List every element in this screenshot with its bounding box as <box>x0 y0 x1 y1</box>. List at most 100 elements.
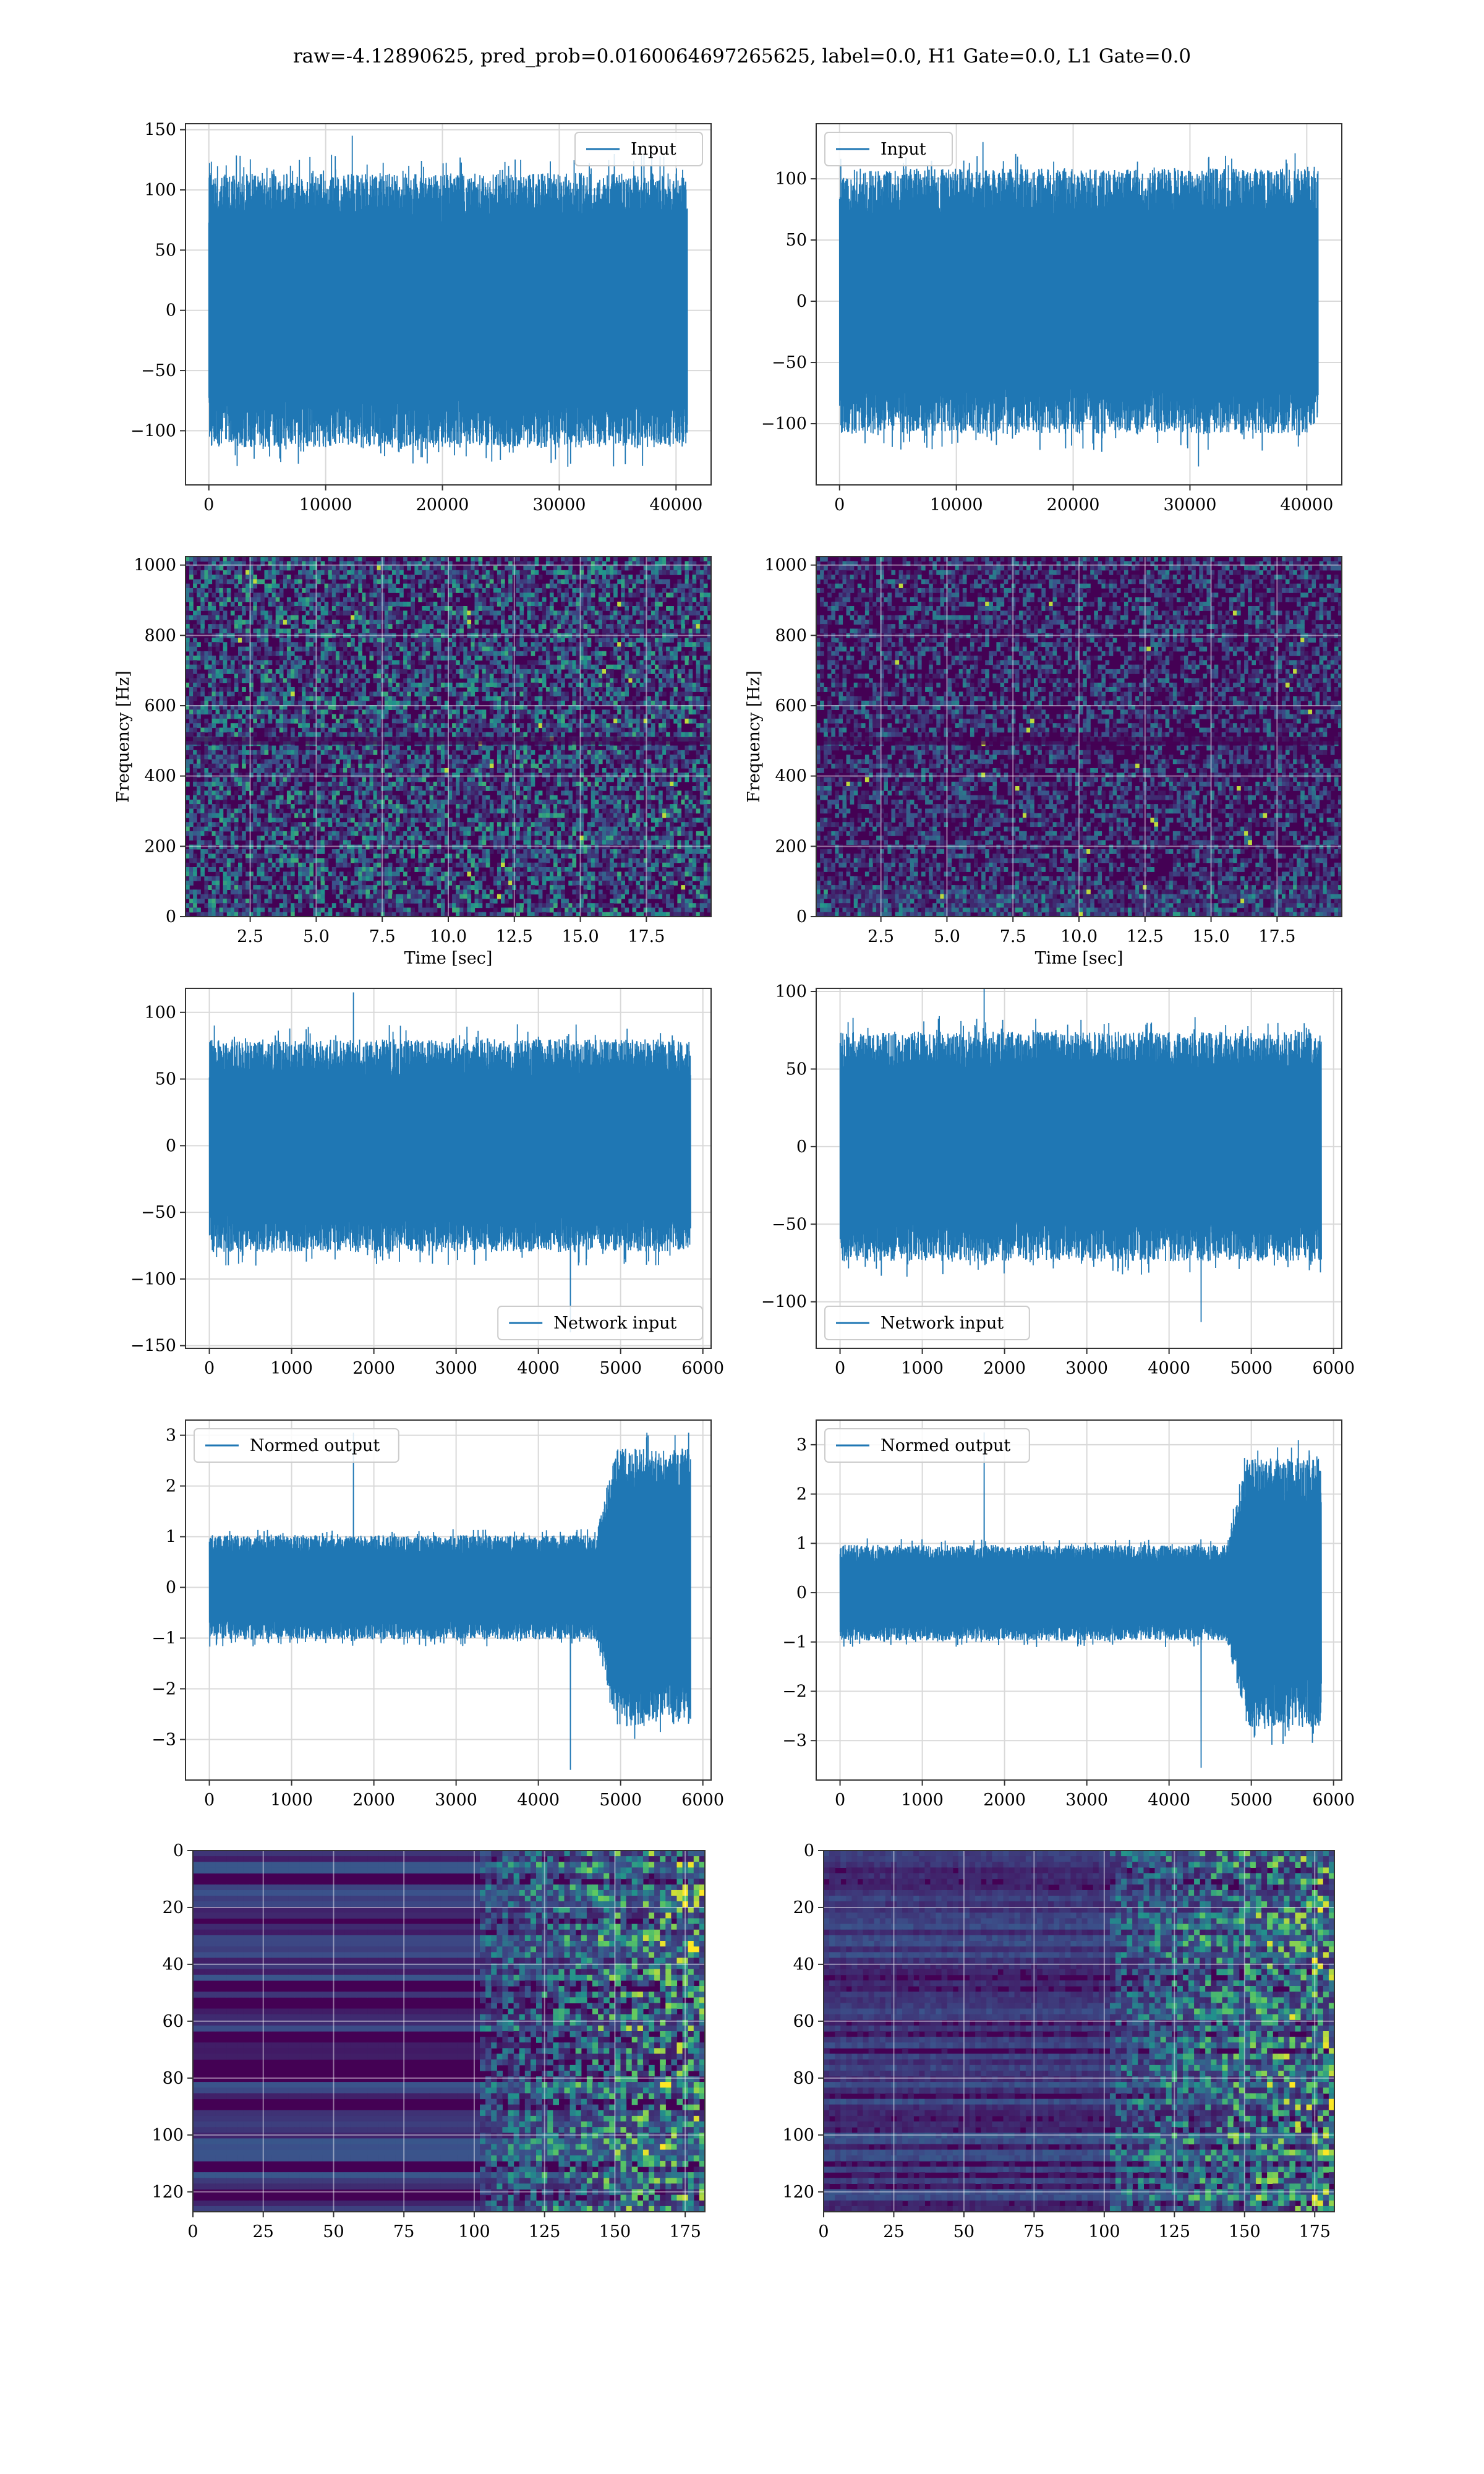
x-tick-label: 150 <box>599 2222 631 2241</box>
x-tick-label: 75 <box>393 2222 414 2241</box>
x-tick-label: 5000 <box>599 1791 642 1810</box>
y-tick-label: 600 <box>144 696 176 716</box>
series-line <box>209 136 688 467</box>
x-tick-label: 30000 <box>532 495 586 515</box>
x-tick-label: 5000 <box>1230 1791 1273 1810</box>
x-tick-label: 10.0 <box>1060 927 1098 946</box>
x-tick-label: 12.5 <box>496 927 533 946</box>
y-tick-label: −100 <box>761 1293 807 1312</box>
y-tick-label: 800 <box>144 626 176 645</box>
y-tick-label: −2 <box>151 1679 176 1698</box>
y-tick-label: −150 <box>130 1337 176 1356</box>
x-tick-label: 0 <box>834 495 845 515</box>
x-tick-label: 0 <box>204 1791 215 1810</box>
y-tick-label: 120 <box>151 2183 184 2202</box>
series-line <box>840 973 1321 1322</box>
y-tick-label: 100 <box>775 169 807 189</box>
y-tick-label: 100 <box>144 181 176 200</box>
y-tick-label: 20 <box>163 1898 184 1917</box>
x-tick-label: 17.5 <box>1258 927 1295 946</box>
x-tick-label: 10.0 <box>430 927 467 946</box>
x-tick-label: 3000 <box>1065 1359 1108 1378</box>
y-tick-label: 0 <box>796 1583 807 1603</box>
y-tick-label: 200 <box>144 837 176 856</box>
series-line <box>840 1432 1321 1768</box>
y-tick-label: 100 <box>144 1003 176 1022</box>
y-tick-label: 80 <box>793 2069 814 2088</box>
x-tick-label: 4000 <box>517 1791 560 1810</box>
legend-entry: Normed output <box>250 1436 380 1455</box>
x-tick-label: 20000 <box>1047 495 1100 515</box>
legend: Network input <box>825 1306 1030 1340</box>
x-tick-label: 0 <box>835 1791 845 1810</box>
y-tick-label: 0 <box>166 1136 176 1155</box>
y-tick-label: −2 <box>782 1682 807 1701</box>
y-tick-label: 600 <box>775 696 807 716</box>
x-tick-label: 0 <box>204 1359 215 1378</box>
x-tick-label: 0 <box>203 495 214 515</box>
x-tick-label: 3000 <box>1065 1791 1108 1810</box>
x-tick-label: 4000 <box>517 1359 560 1378</box>
y-tick-label: −100 <box>761 414 807 434</box>
legend-entry: Normed output <box>881 1436 1010 1455</box>
y-tick-label: 50 <box>155 1070 176 1089</box>
x-tick-label: 1000 <box>270 1791 313 1810</box>
x-tick-label: 4000 <box>1148 1359 1190 1378</box>
legend: Input <box>825 132 952 166</box>
y-tick-label: 800 <box>775 626 807 645</box>
y-tick-label: 100 <box>775 982 807 1001</box>
x-tick-label: 6000 <box>681 1791 724 1810</box>
y-tick-label: 50 <box>786 1059 807 1079</box>
x-tick-label: 40000 <box>649 495 702 515</box>
x-tick-label: 1000 <box>270 1359 313 1378</box>
y-tick-label: −50 <box>141 1203 176 1222</box>
y-tick-label: 0 <box>173 1841 184 1860</box>
y-tick-label: 40 <box>163 1955 184 1974</box>
y-tick-label: 1000 <box>764 556 807 575</box>
legend: Normed output <box>194 1429 399 1462</box>
legend-entry: Network input <box>881 1314 1004 1333</box>
x-tick-label: 175 <box>669 2222 701 2241</box>
x-tick-label: 5.0 <box>934 927 960 946</box>
x-tick-label: 100 <box>458 2222 490 2241</box>
chart-h1-input: 0 10000 20000 30000 40000−100−50050100150Inp… <box>130 121 711 515</box>
chart-h1-spectrogram: 2.5 5.0 7.5 10.0 12.5 15.0 17.5020040060080010… <box>114 556 712 968</box>
x-tick-label: 0 <box>835 1359 845 1378</box>
x-axis-label: Time [sec] <box>404 949 493 968</box>
legend-entry: Network input <box>553 1314 676 1333</box>
x-tick-label: 2.5 <box>868 927 894 946</box>
y-tick-label: −1 <box>782 1633 807 1652</box>
figure-title: raw=-4.12890625, pred_prob=0.01600646972… <box>293 45 1191 67</box>
x-tick-label: 15.0 <box>562 927 599 946</box>
panels: 0 10000 20000 30000 40000−100−50050100150Inp… <box>114 121 1355 2241</box>
chart-h1-normed-output: 0 1000 2000 3000 4000 5000 6000−3−2−10123Norme… <box>151 1420 724 1810</box>
chart-l1-spectrogram: 2.5 5.0 7.5 10.0 12.5 15.0 17.5020040060080010… <box>744 556 1342 968</box>
heatmap-cells <box>193 1851 706 2212</box>
y-tick-label: −3 <box>151 1730 176 1749</box>
y-tick-label: 50 <box>155 241 176 260</box>
y-tick-label: 80 <box>163 2069 184 2088</box>
y-tick-label: −3 <box>782 1731 807 1750</box>
x-tick-label: 20000 <box>416 495 469 515</box>
x-tick-label: 15.0 <box>1193 927 1230 946</box>
x-tick-label: 2000 <box>983 1791 1026 1810</box>
y-axis-label: Frequency [Hz] <box>114 670 133 802</box>
x-tick-label: 7.5 <box>369 927 396 946</box>
y-tick-label: −1 <box>151 1629 176 1648</box>
y-tick-label: 0 <box>166 301 176 320</box>
y-tick-label: 120 <box>782 2183 814 2202</box>
series-line <box>840 142 1318 467</box>
x-tick-label: 2000 <box>983 1359 1026 1378</box>
x-tick-label: 1000 <box>901 1791 944 1810</box>
y-tick-label: 400 <box>144 767 176 786</box>
y-tick-label: 60 <box>163 2012 184 2031</box>
y-tick-label: −100 <box>130 1270 176 1289</box>
x-tick-label: 25 <box>883 2222 904 2241</box>
y-tick-label: 1 <box>796 1534 807 1553</box>
y-tick-label: −50 <box>141 361 176 380</box>
